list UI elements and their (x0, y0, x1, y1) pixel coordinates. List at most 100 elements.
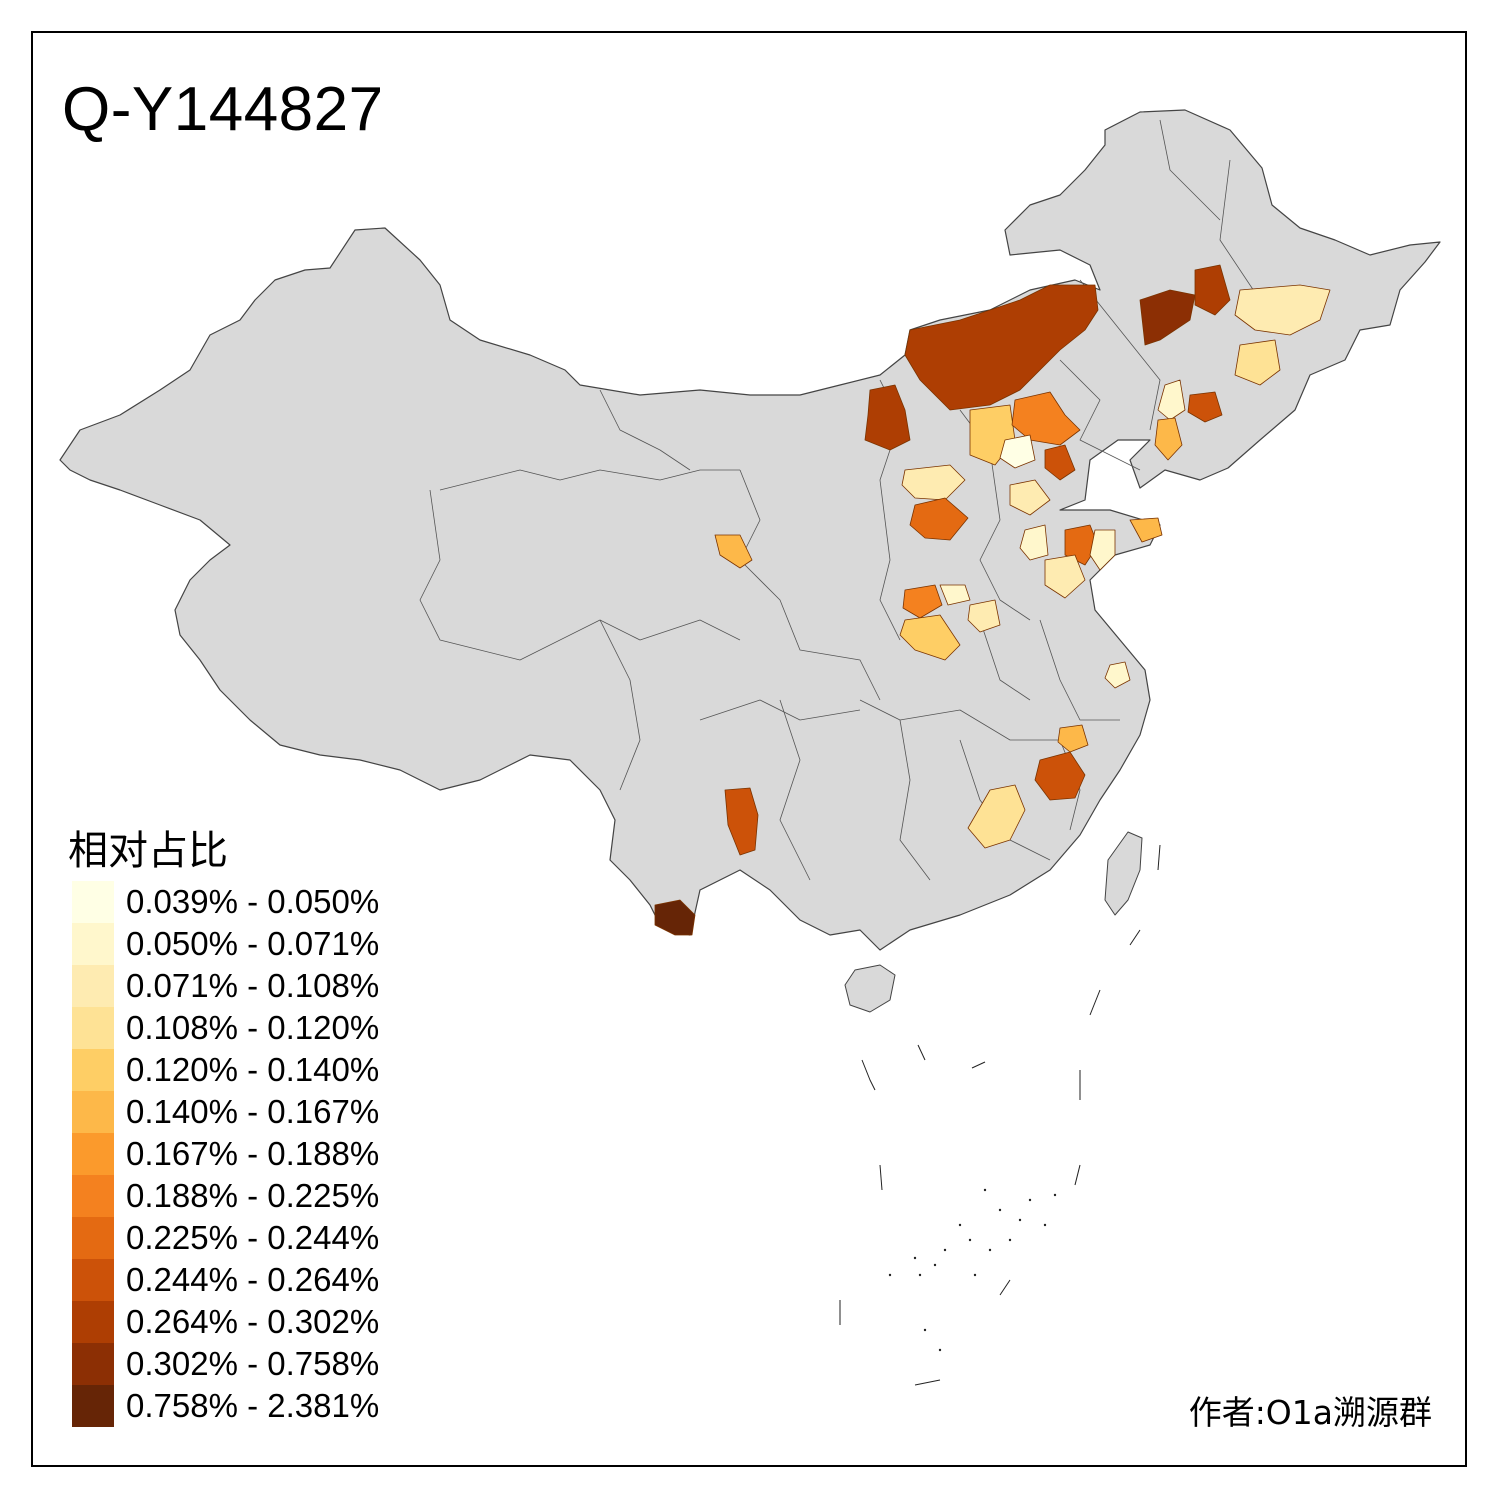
map-title: Q-Y144827 (62, 75, 384, 144)
legend-label: 0.120% - 0.140% (126, 1051, 380, 1088)
legend-swatch (72, 1217, 114, 1259)
island-dot (913, 1256, 917, 1260)
province-border (599, 619, 641, 791)
province-border (699, 699, 861, 721)
region-heilongjiang-east (1234, 284, 1331, 336)
legend-item: 0.108% - 0.120% (72, 1007, 379, 1049)
legend-swatch (72, 1343, 114, 1385)
region-jiangxi-north (1057, 724, 1089, 753)
legend-swatch (72, 1049, 114, 1091)
region-ganzhou (967, 784, 1026, 849)
region-yunnan-south (654, 899, 696, 936)
island-dot (983, 1188, 987, 1192)
region-hebei-south (1019, 524, 1049, 561)
mainland-shape (59, 109, 1441, 951)
legend-item: 0.758% - 2.381% (72, 1385, 379, 1427)
island-dot (1053, 1193, 1057, 1197)
region-henan-north (902, 584, 943, 619)
island-outline (1089, 989, 1101, 1016)
legend-item: 0.225% - 0.244% (72, 1217, 379, 1259)
island-dot (933, 1263, 937, 1267)
region-henan-mid (939, 584, 971, 606)
legend-item: 0.120% - 0.140% (72, 1049, 379, 1091)
legend-label: 0.071% - 0.108% (126, 967, 380, 1004)
island-outline (861, 1059, 876, 1091)
legend-swatch (72, 1133, 114, 1175)
legend-item: 0.140% - 0.167% (72, 1091, 379, 1133)
taiwan-shape (1104, 831, 1143, 916)
region-liaoning-north (1157, 379, 1186, 421)
island-outline (999, 1279, 1011, 1296)
island-dot (938, 1348, 942, 1352)
legend-item: 0.244% - 0.264% (72, 1259, 379, 1301)
province-border (599, 389, 691, 471)
island-outline (1074, 1164, 1081, 1186)
island-dot (1018, 1218, 1022, 1222)
legend-title: 相对占比 (68, 828, 228, 874)
legend-label: 0.244% - 0.264% (126, 1261, 380, 1298)
island-dot (943, 1248, 947, 1252)
legend-label: 0.140% - 0.167% (126, 1093, 380, 1130)
province-border (859, 699, 1060, 741)
island-outline (917, 1044, 926, 1061)
island-dot (923, 1328, 927, 1332)
region-henan-east (967, 599, 1001, 633)
region-heilongjiang-west (1139, 289, 1196, 346)
region-hulunbuir (904, 284, 1099, 411)
island-outline (879, 1164, 883, 1191)
legend-item: 0.264% - 0.302% (72, 1301, 379, 1343)
legend-item: 0.039% - 0.050% (72, 881, 379, 923)
legend-swatch (72, 881, 114, 923)
legend-item: 0.188% - 0.225% (72, 1175, 379, 1217)
island-dot (968, 1238, 972, 1242)
region-sichuan-south (724, 787, 759, 856)
author-credit: 作者:O1a溯源群 (1188, 1393, 1432, 1432)
region-tangshan (1044, 444, 1076, 481)
island-dot (1008, 1238, 1012, 1242)
region-jiangsu (1104, 661, 1131, 689)
island-dot (958, 1223, 962, 1227)
island-dot (888, 1273, 892, 1277)
province-border (979, 619, 1031, 701)
island-outline (971, 1061, 986, 1069)
legend-label: 0.039% - 0.050% (126, 883, 380, 920)
province-border (779, 699, 811, 881)
legend-label: 0.167% - 0.188% (126, 1135, 380, 1172)
legend-item: 0.167% - 0.188% (72, 1133, 379, 1175)
province-border (739, 469, 881, 701)
legend-swatch (72, 1007, 114, 1049)
province-border (439, 469, 740, 491)
legend-label: 0.188% - 0.225% (126, 1177, 380, 1214)
province-border (1039, 619, 1120, 721)
island-dot (998, 1208, 1002, 1212)
legend-swatch (72, 1301, 114, 1343)
island-outlines (839, 844, 1161, 1386)
legend-item: 0.071% - 0.108% (72, 965, 379, 1007)
region-shandong-coast (1089, 529, 1116, 571)
island-outline (914, 1379, 941, 1386)
legend-swatch (72, 1175, 114, 1217)
island-dot (918, 1273, 922, 1277)
hainan-shape (844, 964, 896, 1013)
legend-label: 0.302% - 0.758% (126, 1345, 380, 1382)
legend-label: 0.225% - 0.244% (126, 1219, 380, 1256)
region-liaoning-south (1154, 417, 1183, 461)
region-north-inner-mongolia (864, 384, 911, 451)
region-shandong-south (1044, 554, 1086, 599)
region-hebei-mid (1009, 479, 1051, 516)
island-dot (973, 1273, 977, 1277)
region-heilongjiang-north (1194, 264, 1231, 316)
base-country-shape (59, 109, 1441, 1013)
island-outline (1157, 844, 1161, 871)
legend: 0.039% - 0.050% 0.050% - 0.071% 0.071% - 0… (72, 881, 379, 1427)
island-dot (1043, 1223, 1047, 1227)
legend-label: 0.758% - 2.381% (126, 1387, 380, 1424)
island-outline (1129, 929, 1141, 946)
highlighted-regions (654, 264, 1331, 936)
legend-swatch (72, 1259, 114, 1301)
island-dot (1028, 1198, 1032, 1202)
region-beijing (999, 434, 1036, 469)
legend-item: 0.050% - 0.071% (72, 923, 379, 965)
legend-label: 0.264% - 0.302% (126, 1303, 380, 1340)
